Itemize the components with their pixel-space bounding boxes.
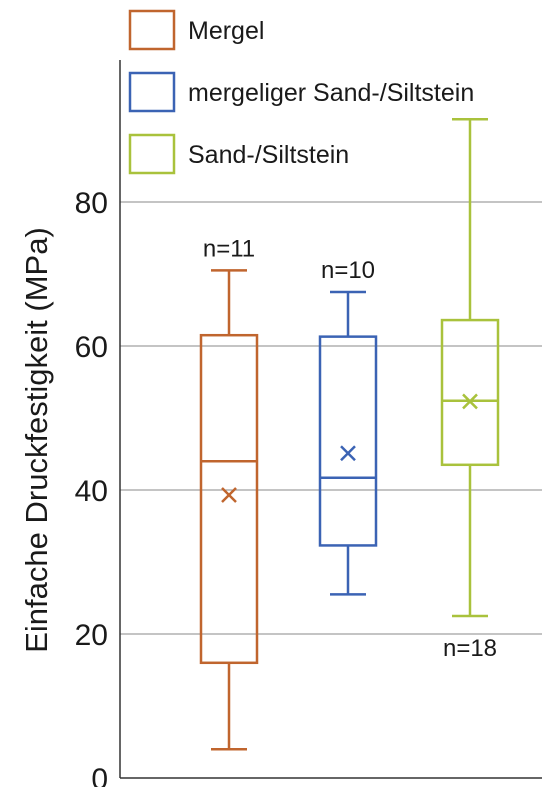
y-axis-label: Einfache Druckfestigkeit (MPa) xyxy=(19,227,54,653)
legend-item-3: Sand-/Siltstein xyxy=(128,133,349,175)
n-label: n=18 xyxy=(443,635,497,662)
y-tick-labels: 0 20 40 60 80 xyxy=(75,187,108,787)
legend-label: Mergel xyxy=(188,17,264,45)
legend-item-1: Mergel xyxy=(128,9,264,51)
grid-lines xyxy=(120,201,542,779)
box-2: n=10 xyxy=(318,257,378,596)
box-series: n=11 n=10 n=18 xyxy=(199,117,500,751)
mean-marker-b xyxy=(462,393,478,410)
mean-marker-b xyxy=(340,445,356,462)
iqr-box xyxy=(199,333,259,665)
y-tick-label-80: 80 xyxy=(75,187,108,220)
legend-swatch xyxy=(128,71,176,113)
iqr-box xyxy=(440,318,500,467)
iqr-box xyxy=(318,335,378,547)
box-3: n=18 xyxy=(440,117,500,662)
y-tick-label-60: 60 xyxy=(75,331,108,364)
y-tick-label-40: 40 xyxy=(75,475,108,508)
box-1: n=11 xyxy=(199,235,259,751)
legend-swatch xyxy=(128,9,176,51)
legend-label: Sand-/Siltstein xyxy=(188,141,349,169)
y-tick-label-20: 20 xyxy=(75,619,108,652)
n-label: n=11 xyxy=(203,235,255,262)
legend-label: mergeliger Sand-/Siltstein xyxy=(188,79,474,107)
legend-swatch xyxy=(128,133,176,175)
y-tick-label-0: 0 xyxy=(91,763,108,787)
n-label: n=10 xyxy=(321,257,375,284)
legend: Mergel mergeliger Sand-/Siltstein Sand-/Si… xyxy=(128,9,474,175)
mean-marker-b xyxy=(221,487,237,503)
legend-item-2: mergeliger Sand-/Siltstein xyxy=(128,71,474,113)
